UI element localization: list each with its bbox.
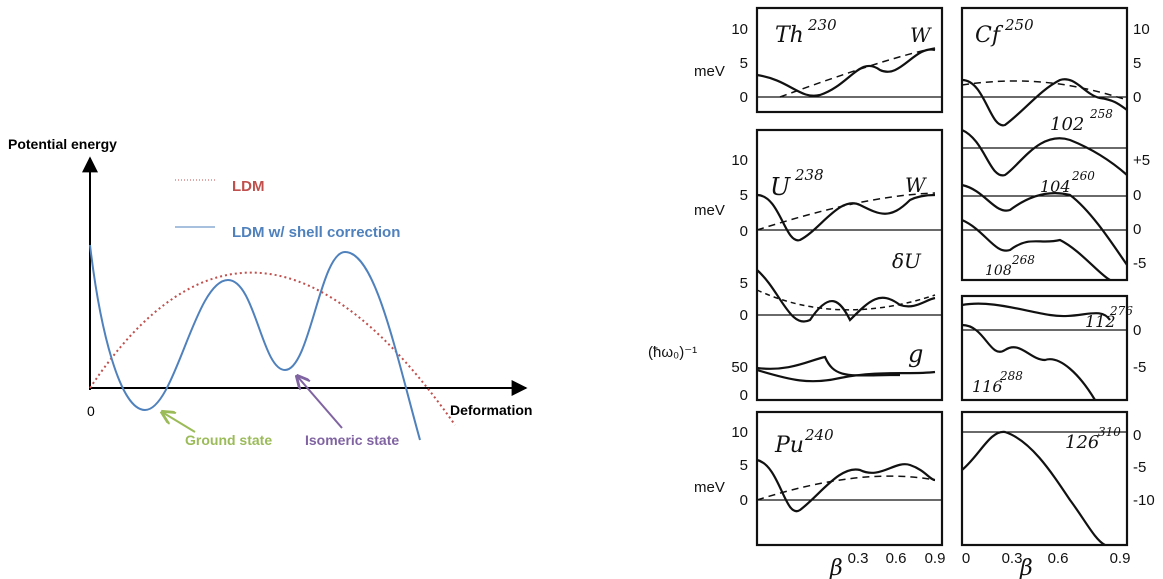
y-tick-label: 50 [731,359,748,376]
y-tick-label: 10 [1133,21,1150,38]
x-tick-label: 0.9 [925,550,946,567]
x-axis-label: Deformation [450,402,532,418]
nucleus: 108 [985,263,1012,279]
y-tick-label: 5 [740,275,748,292]
mass: 310 [1098,425,1121,439]
y-tick-label: 10 [731,21,748,38]
mass: 268 [1011,253,1035,267]
y-tick-label: -5 [1133,255,1146,272]
y-tick-label: 5 [1133,55,1141,72]
legend-label: LDM [232,178,265,195]
unit: meV [694,479,725,496]
panel [960,294,1129,402]
y-tick-label: 5 [740,55,748,72]
y-tick-label: 0 [740,387,748,404]
panel [960,410,1129,547]
shell-curve [89,244,421,441]
mass: 250 [1004,16,1034,34]
y-tick-label: 0 [740,89,748,106]
ldm-curve [89,271,456,426]
unit: (ħω₀)⁻¹ [648,344,697,361]
tag: W [905,173,927,197]
x-label: β [829,556,843,579]
mass: 240 [804,426,834,444]
unit: meV [694,202,725,219]
y-tick-label: 10 [731,424,748,441]
y-tick-label: 0 [740,307,748,324]
nucleus: 126 [1065,432,1099,453]
schematic: LDM LDM w/ shell correction Potential en… [8,136,532,448]
annotation: Ground state [185,432,272,448]
legend-label: LDM w/ shell correction [232,224,400,241]
nucleus: 112 [1085,312,1116,331]
x-tick-label: 0.9 [1110,550,1131,567]
tag: g [908,340,923,368]
y-tick-label: 0 [1133,89,1141,106]
panels [755,6,1129,547]
y-tick-label: 5 [740,457,748,474]
mass: 260 [1071,169,1095,183]
nucleus: 104 [1040,177,1071,196]
y-tick-label: 0 [740,492,748,509]
y-tick-label: 10 [731,152,748,169]
nucleus: Pu [774,433,804,458]
y-tick-label: 0 [1133,427,1141,444]
y-tick-label: +5 [1133,152,1150,169]
x-label: β [1019,556,1033,579]
y-tick-label: -10 [1133,492,1155,509]
nucleus: 102 [1050,114,1084,135]
y-tick-label: 0 [1133,187,1141,204]
origin-label: 0 [87,403,95,419]
panel-texts: Th 230 W meV U 238 W meV δU g (ħω₀)⁻¹ Pu… [648,16,1133,579]
panel [755,410,944,547]
nucleus: 116 [972,377,1003,396]
panel [960,6,1129,282]
x-tick-label: 0.6 [886,550,907,567]
y-axis-label: Potential energy [8,136,117,152]
mass: 230 [807,16,837,34]
y-tick-label: -5 [1133,459,1146,476]
unit: meV [694,63,725,80]
panel [755,128,944,402]
x-tick-label: 0.3 [1002,550,1023,567]
tag: W [910,23,932,47]
mass: 288 [999,369,1023,383]
mass: 258 [1089,107,1113,121]
y-tick-label: 0 [1133,221,1141,238]
y-tick-label: -5 [1133,359,1146,376]
x-tick-label: 0.3 [848,550,869,567]
y-tick-label: 5 [740,187,748,204]
x-tick-label: 0.6 [1048,550,1069,567]
arrow [297,376,343,429]
mass: 238 [794,166,824,184]
nucleus: U [770,173,791,201]
tag: δU [892,249,922,273]
arrow [162,412,196,433]
y-tick-label: 0 [1133,322,1141,339]
mass: 276 [1109,304,1133,318]
nucleus: Cf [975,23,1004,48]
y-tick-label: 0 [740,223,748,240]
panel [755,6,944,114]
annotation: Isomeric state [305,432,399,448]
nucleus: Th [775,23,804,48]
x-tick-label: 0 [962,550,970,567]
